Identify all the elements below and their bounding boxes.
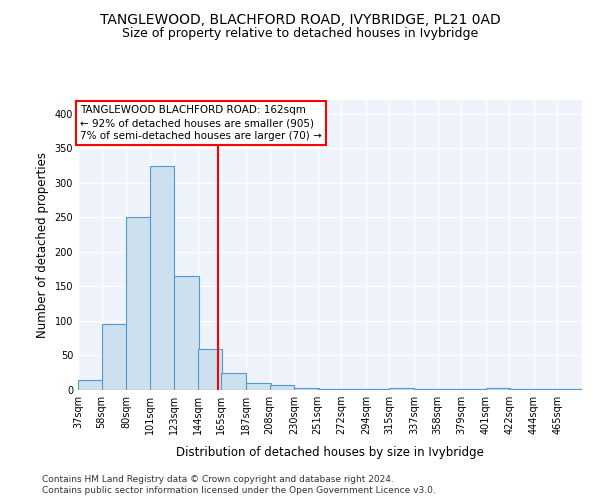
Bar — [175, 276, 199, 390]
Bar — [485, 388, 511, 390]
Text: TANGLEWOOD, BLACHFORD ROAD, IVYBRIDGE, PL21 0AD: TANGLEWOOD, BLACHFORD ROAD, IVYBRIDGE, P… — [100, 12, 500, 26]
Text: Contains public sector information licensed under the Open Government Licence v3: Contains public sector information licen… — [42, 486, 436, 495]
Bar — [198, 348, 223, 390]
Text: TANGLEWOOD BLACHFORD ROAD: 162sqm
← 92% of detached houses are smaller (905)
7% : TANGLEWOOD BLACHFORD ROAD: 162sqm ← 92% … — [80, 105, 322, 141]
Bar — [534, 388, 559, 390]
Bar — [101, 324, 126, 390]
Text: Contains HM Land Registry data © Crown copyright and database right 2024.: Contains HM Land Registry data © Crown c… — [42, 475, 394, 484]
Bar — [126, 218, 151, 390]
Bar — [221, 372, 246, 390]
Bar — [437, 388, 462, 390]
Bar — [149, 166, 175, 390]
Bar — [366, 388, 391, 390]
Bar — [294, 388, 319, 390]
Bar — [317, 388, 343, 390]
Bar — [78, 380, 103, 390]
Text: Distribution of detached houses by size in Ivybridge: Distribution of detached houses by size … — [176, 446, 484, 459]
Bar — [246, 383, 271, 390]
Bar — [341, 388, 366, 390]
Bar — [269, 385, 294, 390]
Bar — [389, 388, 414, 390]
Text: Size of property relative to detached houses in Ivybridge: Size of property relative to detached ho… — [122, 28, 478, 40]
Y-axis label: Number of detached properties: Number of detached properties — [36, 152, 49, 338]
